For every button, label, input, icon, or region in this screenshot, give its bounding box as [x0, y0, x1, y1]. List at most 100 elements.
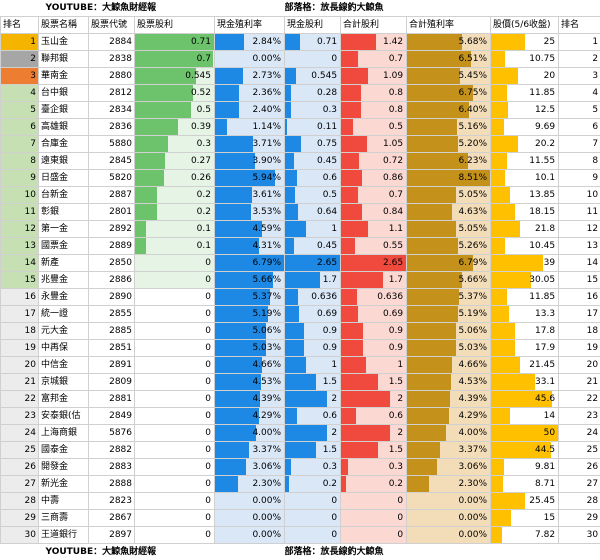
stock-dividend-cell-value: 0 — [135, 476, 214, 492]
column-header-row: 排名 股票名稱 股票代號 股票股利 現金殖利率 現金股利 合計股利 合計殖利率 … — [1, 17, 600, 34]
cash-dividend-cell-value: 0.11 — [285, 119, 340, 135]
stock-dividend-cell: 0 — [135, 510, 215, 527]
total-dividend-cell-value: 1.1 — [341, 221, 406, 237]
cash-yield-cell: 3.71% — [215, 136, 285, 153]
stock-dividend-cell-value: 0 — [135, 357, 214, 373]
stock-name-cell: 國票金 — [39, 238, 89, 255]
total-yield-cell: 5.16% — [407, 119, 491, 136]
col-total-dividend: 合計股利 — [341, 17, 407, 34]
rank-right-cell: 16 — [559, 289, 600, 306]
stock-name-cell: 玉山金 — [39, 34, 89, 51]
rank-right-cell: 8 — [559, 153, 600, 170]
price-cell: 9.81 — [491, 459, 559, 476]
cash-yield-cell-value: 4.53% — [215, 374, 284, 390]
total-dividend-cell-value: 2 — [341, 425, 406, 441]
stock-code-cell: 2851 — [89, 340, 135, 357]
price-cell-value: 30.05 — [491, 272, 558, 288]
cash-yield-cell: 0.00% — [215, 493, 285, 510]
cash-dividend-cell-value: 0.9 — [285, 340, 340, 356]
footer-banner: YOUTUBE：大鯨魚財經報 部落格：放長線釣大鯨魚 — [1, 544, 600, 560]
cash-dividend-cell-value: 0.6 — [285, 170, 340, 186]
cash-yield-cell: 4.59% — [215, 221, 285, 238]
price-cell-value: 8.71 — [491, 476, 558, 492]
total-dividend-cell: 0.8 — [341, 85, 407, 102]
rank-right-cell: 11 — [559, 204, 600, 221]
total-dividend-cell-value: 0 — [341, 493, 406, 509]
stock-name-cell: 日盛金 — [39, 170, 89, 187]
cash-yield-cell-value: 5.19% — [215, 306, 284, 322]
cash-yield-cell: 5.19% — [215, 306, 285, 323]
cash-dividend-cell-value: 0.45 — [285, 153, 340, 169]
cash-yield-cell-value: 4.66% — [215, 357, 284, 373]
total-dividend-cell-value: 1.5 — [341, 442, 406, 458]
total-dividend-cell: 0.69 — [341, 306, 407, 323]
cash-yield-cell-value: 1.14% — [215, 119, 284, 135]
rank-right-cell: 17 — [559, 306, 600, 323]
cash-dividend-cell-value: 0.545 — [285, 68, 340, 84]
col-total-yield: 合計殖利率 — [407, 17, 491, 34]
cash-yield-cell-value: 6.79% — [215, 255, 284, 271]
total-yield-cell-value: 8.51% — [407, 170, 490, 186]
stock-dividend-cell-value: 0 — [135, 527, 214, 543]
cash-dividend-cell: 0.3 — [285, 102, 341, 119]
total-dividend-cell: 1.5 — [341, 374, 407, 391]
total-dividend-cell: 0.6 — [341, 408, 407, 425]
col-rank-right: 排名 — [559, 17, 600, 34]
cash-yield-cell-value: 3.53% — [215, 204, 284, 220]
price-cell-value: 10.75 — [491, 51, 558, 67]
stock-dividend-cell-value: 0 — [135, 340, 214, 356]
total-dividend-cell-value: 0.55 — [341, 238, 406, 254]
rank-right-cell: 12 — [559, 221, 600, 238]
total-yield-cell: 4.66% — [407, 357, 491, 374]
cash-dividend-cell: 0.3 — [285, 459, 341, 476]
price-cell: 21.45 — [491, 357, 559, 374]
cash-yield-cell-value: 2.40% — [215, 102, 284, 118]
price-cell-value: 15 — [491, 510, 558, 526]
total-dividend-cell: 0.84 — [341, 204, 407, 221]
stock-dividend-cell: 0 — [135, 272, 215, 289]
stock-dividend-cell-value: 0.1 — [135, 238, 214, 254]
total-yield-cell-value: 2.30% — [407, 476, 490, 492]
cash-yield-cell: 2.36% — [215, 85, 285, 102]
cash-dividend-cell: 0 — [285, 51, 341, 68]
cash-yield-cell: 1.14% — [215, 119, 285, 136]
stock-dividend-cell: 0 — [135, 306, 215, 323]
price-cell: 13.85 — [491, 187, 559, 204]
price-cell: 11.85 — [491, 289, 559, 306]
stock-dividend-cell: 0.1 — [135, 238, 215, 255]
total-yield-cell: 5.03% — [407, 340, 491, 357]
youtube-banner-top: YOUTUBE：大鯨魚財經報 — [1, 0, 285, 17]
rank-right-cell: 23 — [559, 408, 600, 425]
cash-dividend-cell: 0.9 — [285, 340, 341, 357]
total-yield-cell-value: 5.68% — [407, 34, 490, 50]
rank-cell: 8 — [1, 153, 39, 170]
stock-name-cell: 永豐金 — [39, 289, 89, 306]
cash-yield-cell: 4.31% — [215, 238, 285, 255]
stock-name-cell: 統一證 — [39, 306, 89, 323]
cash-dividend-cell: 0.28 — [285, 85, 341, 102]
stock-dividend-cell: 0 — [135, 442, 215, 459]
price-cell-value: 21.8 — [491, 221, 558, 237]
stock-code-cell: 2885 — [89, 323, 135, 340]
stock-code-cell: 2812 — [89, 85, 135, 102]
price-cell-value: 50 — [491, 425, 558, 441]
stock-dividend-cell-value: 0.5 — [135, 102, 214, 118]
cash-dividend-cell: 2 — [285, 425, 341, 442]
cash-dividend-cell-value: 0.6 — [285, 408, 340, 424]
stock-code-cell: 2883 — [89, 459, 135, 476]
rank-cell: 30 — [1, 527, 39, 544]
total-dividend-cell-value: 0.7 — [341, 51, 406, 67]
total-yield-cell-value: 4.29% — [407, 408, 490, 424]
stock-dividend-cell: 0 — [135, 408, 215, 425]
total-dividend-cell-value: 0.636 — [341, 289, 406, 305]
total-dividend-cell-value: 1 — [341, 357, 406, 373]
cash-yield-cell-value: 4.39% — [215, 391, 284, 407]
cash-yield-cell-value: 5.03% — [215, 340, 284, 356]
